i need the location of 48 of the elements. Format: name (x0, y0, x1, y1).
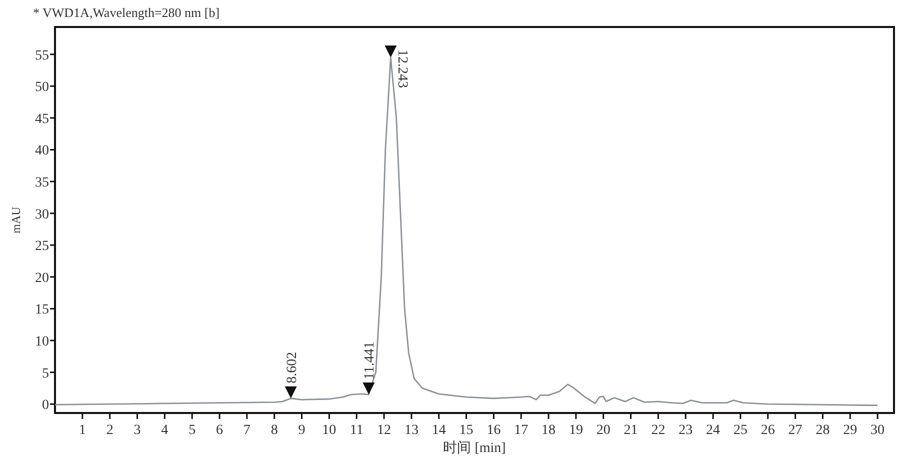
x-tick-label: 19 (568, 423, 583, 438)
x-tick-label: 21 (624, 423, 638, 438)
annotation: 8.602 (284, 352, 300, 384)
y-tick-label: 15 (35, 302, 49, 318)
x-tick-label: 15 (459, 423, 474, 438)
x-tick-label: 10 (322, 423, 336, 438)
annotation: 11.441 (362, 342, 378, 380)
y-tick-label: 45 (35, 112, 49, 127)
x-tick-label: 30 (870, 423, 885, 438)
x-tick-label: 5 (188, 423, 196, 438)
x-tick-label: 4 (161, 423, 168, 438)
y-tick-label: 40 (35, 144, 49, 159)
x-tick-label: 6 (216, 423, 224, 438)
x-tick-label: 3 (134, 423, 141, 438)
x-tick-label: 29 (843, 423, 858, 438)
x-tick-label: 26 (760, 423, 775, 438)
x-tick-label: 12 (377, 423, 392, 438)
x-tick-label: 27 (788, 423, 802, 438)
x-tick-label: 16 (486, 423, 501, 438)
x-tick-label: 13 (404, 423, 418, 438)
y-tick-label: 10 (35, 334, 49, 350)
y-tick-label: 55 (35, 48, 49, 64)
x-tick-label: 20 (596, 423, 610, 438)
x-tick-label: 11 (350, 423, 364, 438)
x-tick-label: 28 (816, 423, 830, 438)
x-tick-label: 1 (78, 423, 86, 438)
y-tick-label: 20 (35, 270, 49, 286)
chart-title: * VWD1A,Wavelength=280 nm [b] (33, 5, 220, 20)
y-tick-label: 30 (35, 207, 49, 222)
x-axis-title: 时间 [min] (443, 440, 506, 456)
y-tick-label: 25 (35, 239, 49, 254)
x-tick-label: 23 (678, 423, 693, 438)
x-tick-label: 14 (432, 423, 446, 438)
y-tick-label: 0 (42, 398, 49, 414)
x-tick-label: 7 (243, 423, 250, 438)
y-tick-label: 5 (42, 366, 49, 382)
y-tick-label: 35 (35, 176, 49, 191)
y-axis-title: mAU (9, 206, 23, 234)
x-tick-label: 2 (106, 423, 114, 438)
x-tick-label: 24 (706, 423, 720, 438)
x-tick-label: 18 (542, 423, 556, 438)
y-tick-label: 50 (35, 80, 49, 96)
x-tick-label: 17 (514, 423, 528, 438)
x-tick-label: 22 (651, 423, 666, 438)
x-tick-label: 8 (270, 423, 278, 438)
annotation: 12.243 (394, 50, 410, 88)
x-tick-label: 25 (733, 423, 748, 438)
x-tick-label: 9 (298, 423, 306, 438)
